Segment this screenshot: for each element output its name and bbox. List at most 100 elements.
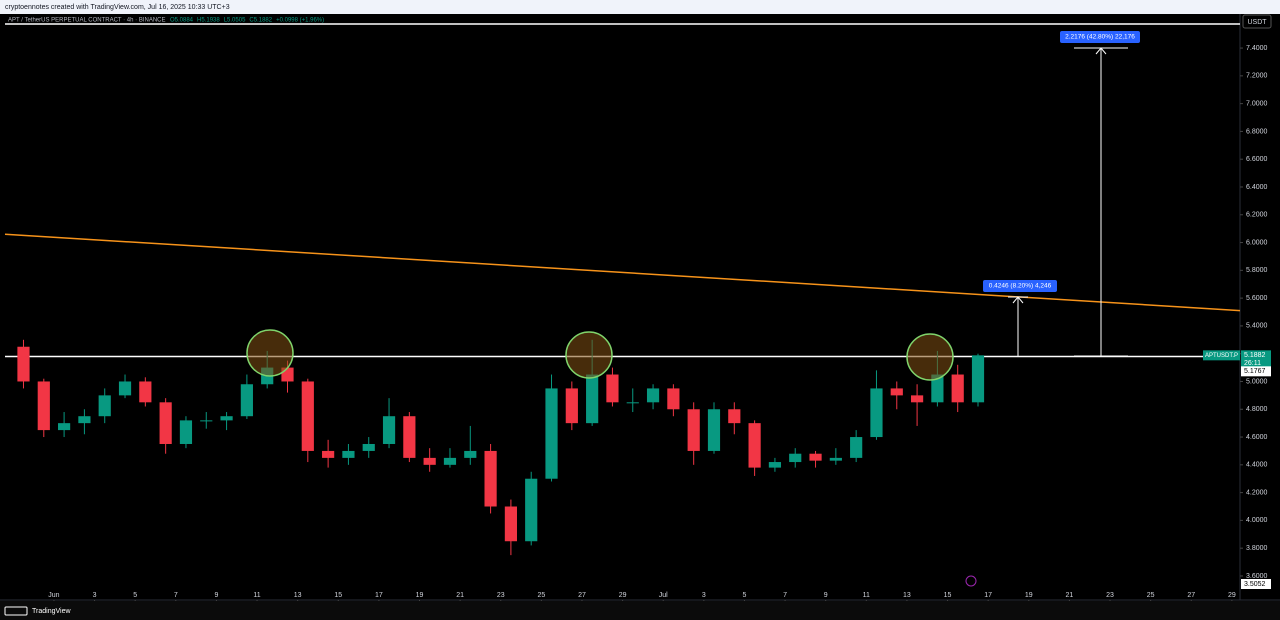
candle-body xyxy=(931,374,944,403)
x-tick-label: 5 xyxy=(743,592,747,599)
candle-body xyxy=(525,478,538,542)
candle-body xyxy=(301,381,314,451)
brand: TradingView xyxy=(32,608,71,615)
price-tag-box xyxy=(1241,579,1271,589)
candle-body xyxy=(37,381,50,431)
measure-label-box xyxy=(983,280,1057,292)
candle-body xyxy=(403,416,416,458)
candle-body xyxy=(850,437,863,458)
x-tick-label: 7 xyxy=(783,592,787,599)
candle-body xyxy=(768,462,782,468)
candle-body xyxy=(951,374,964,403)
candle-body xyxy=(200,420,213,422)
countdown: 26:11 xyxy=(1244,360,1261,367)
y-tick-label: 6.8000 xyxy=(1246,128,1268,135)
y-tick-label: 5.6000 xyxy=(1246,295,1268,302)
x-tick-label: 21 xyxy=(1066,592,1074,599)
candle-body xyxy=(220,416,233,421)
candle-body xyxy=(423,457,436,465)
candle-body xyxy=(139,381,152,403)
x-tick-label: 29 xyxy=(1228,592,1236,599)
header-text: cryptoennotes created with TradingView.c… xyxy=(5,4,230,11)
x-tick-label: 15 xyxy=(334,592,342,599)
candle-body xyxy=(667,388,680,410)
x-tick-label: 25 xyxy=(537,592,545,599)
price-tag: 5.1767 xyxy=(1244,368,1266,375)
x-tick-label: Jun xyxy=(48,592,59,599)
candle-body xyxy=(565,388,578,424)
candle-body xyxy=(687,409,700,451)
y-tick-label: 4.4000 xyxy=(1246,462,1268,469)
price-tag-box xyxy=(1241,350,1271,370)
symbol: APT / TetherUS PERPETUAL CONTRACT · 4h ·… xyxy=(8,18,166,24)
candle-body xyxy=(504,506,517,542)
x-tick-label: 27 xyxy=(578,592,586,599)
candle-body xyxy=(322,450,335,458)
ohlc-legend: O5.0884 H5.1938 L5.0505 C5.1882 +0.0998 (+1.… xyxy=(170,18,324,24)
y-tick-label: 4.0000 xyxy=(1246,517,1268,524)
candle-body xyxy=(606,374,619,403)
highlight-circle xyxy=(565,331,613,379)
symbol-tag-box xyxy=(1203,350,1240,361)
x-tick-label: 5 xyxy=(133,592,137,599)
candle-body xyxy=(707,409,721,451)
x-tick-label: 17 xyxy=(375,592,383,599)
candle-body xyxy=(58,423,71,431)
candle-body xyxy=(545,388,558,479)
y-tick-label: 6.4000 xyxy=(1246,184,1268,191)
x-tick-label: 3 xyxy=(93,592,97,599)
ohlc-value: +0.0998 (+1.96%) xyxy=(276,18,324,24)
candle-body xyxy=(870,388,883,438)
ohlc-value: H5.1938 xyxy=(197,18,220,24)
candle-body xyxy=(464,450,477,458)
highlight-circle xyxy=(906,333,954,381)
current-price: 5.1882 xyxy=(1244,352,1266,359)
trendline xyxy=(4,233,1241,312)
y-tick-label: 6.0000 xyxy=(1246,239,1268,246)
candle-body xyxy=(910,395,924,403)
candle-body xyxy=(17,346,30,382)
candle-body xyxy=(484,450,497,507)
y-tick-label: 5.4000 xyxy=(1246,323,1268,330)
highlight-circle xyxy=(246,329,294,377)
candle-body xyxy=(626,402,639,404)
candle-body xyxy=(240,384,253,417)
y-tick-label: 5.8000 xyxy=(1246,267,1268,274)
x-tick-label: 19 xyxy=(416,592,424,599)
ohlc-value: O5.0884 xyxy=(170,18,194,24)
x-tick-label: 17 xyxy=(984,592,992,599)
x-tick-label: 27 xyxy=(1187,592,1195,599)
x-tick-label: 15 xyxy=(944,592,952,599)
currency-box[interactable] xyxy=(1242,14,1272,29)
currency[interactable]: USDT xyxy=(1247,19,1267,26)
y-tick-label: 7.4000 xyxy=(1246,45,1268,52)
x-tick-label: 21 xyxy=(456,592,464,599)
y-tick-label: 6.6000 xyxy=(1246,156,1268,163)
x-tick-label: Jul xyxy=(659,592,668,599)
x-tick-label: 13 xyxy=(294,592,302,599)
x-tick-label: 9 xyxy=(824,592,828,599)
measure-label: 2.2176 (42.80%) 22,176 xyxy=(1065,34,1135,41)
price-tag: 3.5052 xyxy=(1244,581,1266,588)
y-tick-label: 7.2000 xyxy=(1246,73,1268,80)
y-tick-label: 3.6000 xyxy=(1246,573,1268,580)
candle-body xyxy=(159,402,172,444)
measure-label: 0.4246 (8.20%) 4,246 xyxy=(989,283,1052,290)
event-icon[interactable] xyxy=(965,575,977,587)
x-tick-label: 23 xyxy=(497,592,505,599)
x-tick-label: 7 xyxy=(174,592,178,599)
symbol-tag: APTUSDT.P xyxy=(1205,353,1238,359)
candle-body xyxy=(118,381,132,396)
brand-logo xyxy=(4,606,28,616)
price-tag-box xyxy=(1241,366,1271,377)
candle-body xyxy=(829,457,842,461)
y-tick-label: 4.6000 xyxy=(1246,434,1268,441)
candle-body xyxy=(728,409,741,424)
candle-body xyxy=(362,443,375,451)
y-tick-label: 4.8000 xyxy=(1246,406,1268,413)
candle-body xyxy=(809,453,822,461)
x-tick-label: 29 xyxy=(619,592,627,599)
candle-body xyxy=(98,395,111,417)
